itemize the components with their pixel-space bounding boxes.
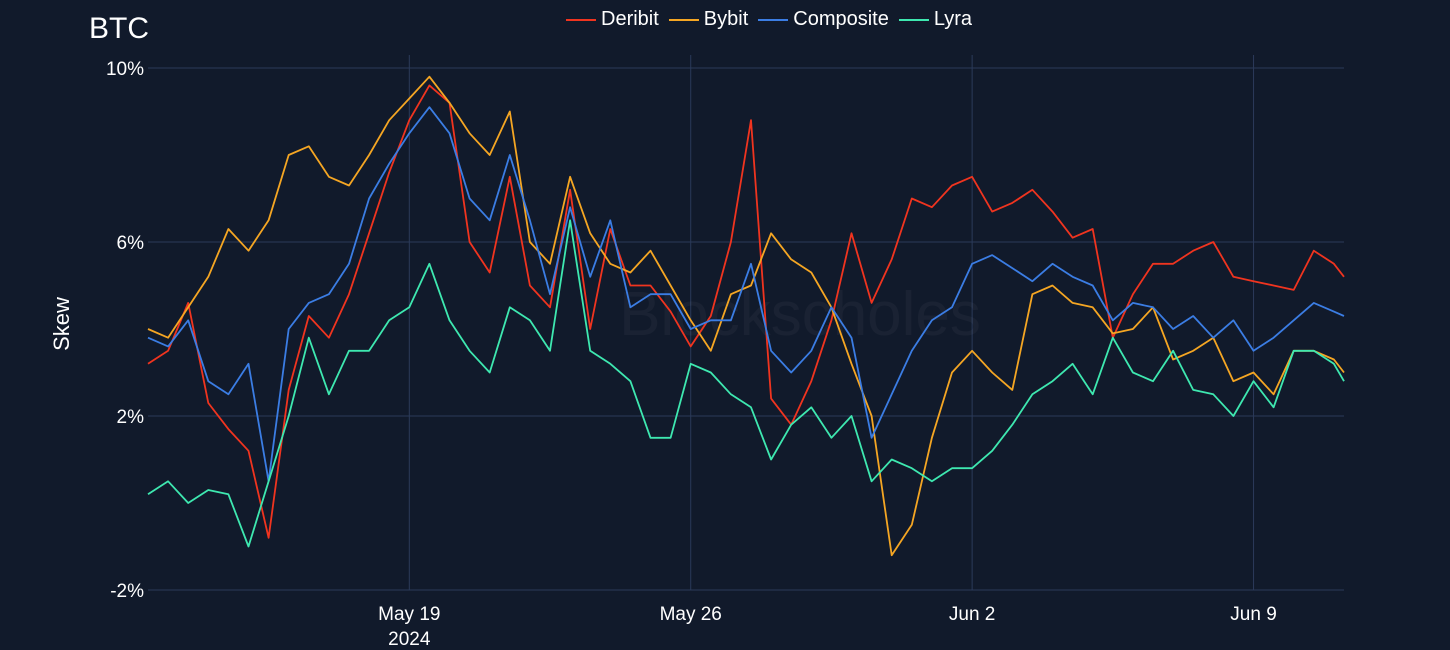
legend-item-deribit[interactable]: Deribit bbox=[566, 8, 659, 31]
legend-label: Bybit bbox=[703, 8, 749, 30]
chart-title: BTC bbox=[89, 12, 149, 45]
legend-swatch bbox=[898, 18, 929, 21]
legend-swatch bbox=[668, 18, 699, 21]
legend-item-composite[interactable]: Composite bbox=[758, 8, 889, 31]
legend-swatch bbox=[566, 18, 596, 21]
x-tick-sublabel: 2024 bbox=[388, 629, 431, 650]
y-axis-ticks: -2% 2% 6% 10% bbox=[106, 59, 144, 602]
legend-swatch bbox=[758, 18, 789, 21]
legend[interactable]: Deribit Bybit Composite Lyra bbox=[566, 8, 982, 31]
legend-label: Deribit bbox=[601, 8, 659, 30]
x-axis-ticks: May 19 2024 May 26 Jun 2 Jun 9 bbox=[378, 604, 1277, 650]
grid-lines bbox=[148, 55, 1344, 591]
x-tick-label: May 19 bbox=[378, 604, 440, 625]
legend-item-lyra[interactable]: Lyra bbox=[898, 8, 973, 31]
y-tick-label: 10% bbox=[106, 59, 144, 80]
x-tick-label: Jun 9 bbox=[1230, 604, 1276, 625]
y-tick-label: -2% bbox=[110, 581, 144, 602]
y-axis-label: Skew bbox=[49, 297, 74, 351]
series-lines bbox=[147, 75, 1345, 557]
series-line-composite bbox=[147, 106, 1345, 483]
legend-label: Lyra bbox=[933, 8, 973, 30]
y-tick-label: 6% bbox=[117, 233, 145, 254]
series-line-deribit bbox=[147, 84, 1345, 539]
x-tick-label: Jun 2 bbox=[949, 604, 995, 625]
legend-label: Composite bbox=[793, 8, 889, 30]
series-line-lyra bbox=[147, 219, 1345, 548]
y-tick-label: 2% bbox=[117, 407, 145, 428]
x-tick-label: May 26 bbox=[660, 604, 722, 625]
legend-item-bybit[interactable]: Bybit bbox=[668, 8, 749, 31]
